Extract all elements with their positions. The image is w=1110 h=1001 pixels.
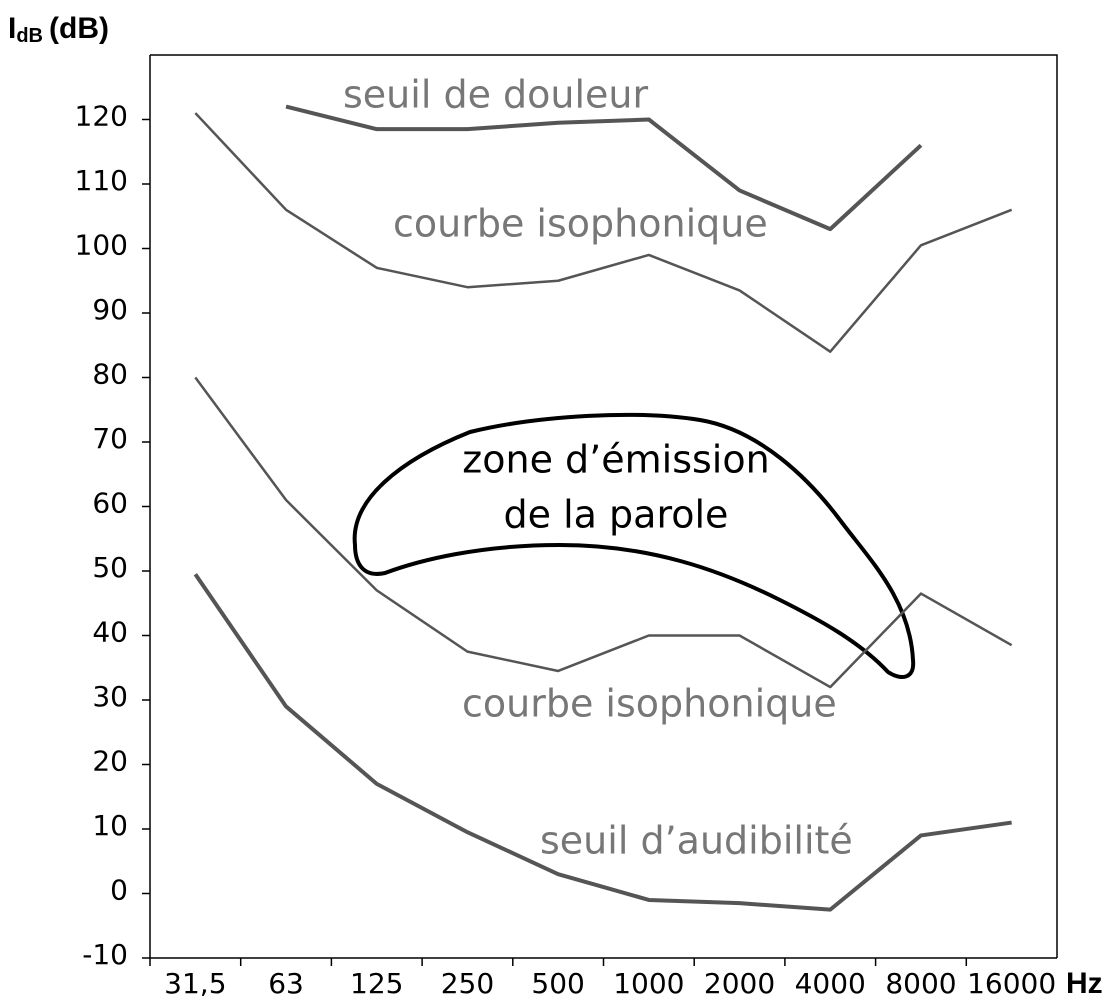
x-axis-label: Hz xyxy=(1066,967,1103,1000)
y-tick-label: -10 xyxy=(82,938,128,971)
y-tick-label: 20 xyxy=(92,745,128,778)
zone-label: zone d’émission xyxy=(462,438,769,482)
y-axis-label: IdB (dB) xyxy=(8,12,109,47)
curve-label: courbe isophonique xyxy=(462,682,837,726)
y-tick-label: 30 xyxy=(92,680,128,713)
y-tick-label: 80 xyxy=(92,358,128,391)
y-label-main: I xyxy=(8,12,16,45)
zone-label: de la parole xyxy=(504,493,729,537)
curve-label: seuil d’audibilité xyxy=(540,819,853,863)
y-tick-label: 10 xyxy=(92,809,128,842)
y-tick-label: 60 xyxy=(92,487,128,520)
curve xyxy=(194,376,1013,689)
curve xyxy=(193,573,1012,912)
x-tick-label: 125 xyxy=(350,967,403,1000)
x-tick-label: 63 xyxy=(268,967,304,1000)
x-tick-label: 16000 xyxy=(967,967,1056,1000)
y-tick-label: 100 xyxy=(75,229,128,262)
x-tick-label: 4000 xyxy=(795,967,866,1000)
x-tick-label: 250 xyxy=(441,967,494,1000)
x-tick-label: 1000 xyxy=(613,967,684,1000)
y-tick-label: 70 xyxy=(92,422,128,455)
y-tick-label: 40 xyxy=(92,616,128,649)
y-label-sub: dB xyxy=(16,25,43,47)
curve-label: courbe isophonique xyxy=(393,202,768,246)
curve xyxy=(285,104,923,232)
y-tick-label: 50 xyxy=(92,551,128,584)
x-tick-label: 31,5 xyxy=(164,967,226,1000)
curve-label: seuil de douleur xyxy=(343,73,649,117)
y-tick-label: 120 xyxy=(75,100,128,133)
x-tick-label: 500 xyxy=(531,967,584,1000)
y-tick-label: 0 xyxy=(110,874,128,907)
x-tick-label: 8000 xyxy=(885,967,956,1000)
y-tick-label: 90 xyxy=(92,293,128,326)
speech-zone xyxy=(352,412,916,679)
curve xyxy=(194,112,1013,353)
y-tick-label: 110 xyxy=(75,164,128,197)
y-label-unit: (dB) xyxy=(49,12,109,45)
x-tick-label: 2000 xyxy=(704,967,775,1000)
